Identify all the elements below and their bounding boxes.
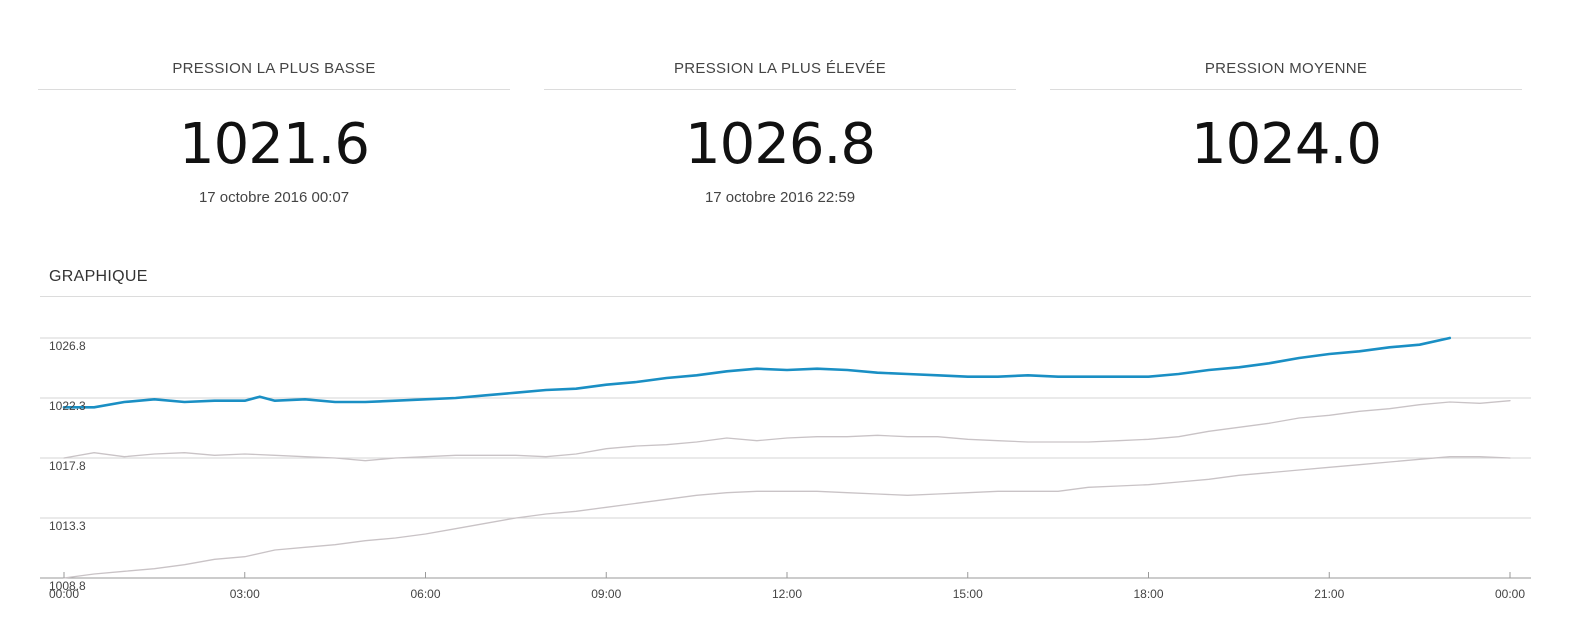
x-axis-labels: 00:00 03:00 06:00 09:00 12:00 15:00 18:00 21:00… xyxy=(49,572,1525,601)
stat-divider xyxy=(544,89,1016,90)
stat-title: PRESSION MOYENNE xyxy=(1204,60,1368,77)
stat-value: 1026.8 xyxy=(685,112,876,177)
section-title: GRAPHIQUE xyxy=(49,268,148,285)
x-tick-label: 00:00 xyxy=(1495,587,1525,601)
y-tick-label: 1026.8 xyxy=(49,339,86,353)
y-tick-label: 1017.8 xyxy=(49,459,86,473)
x-tick-label: 09:00 xyxy=(591,587,621,601)
y-tick-label: 1013.3 xyxy=(49,519,86,533)
pressure-chart: 1026.8 1022.3 1017.8 1013.3 1008.8 00:00 03:0… xyxy=(40,336,1531,601)
x-tick-label: 12:00 xyxy=(772,587,802,601)
stat-value: 1024.0 xyxy=(1191,112,1382,177)
x-tick-label: 15:00 xyxy=(953,587,983,601)
series-line-secondary xyxy=(63,400,1511,462)
y-tick-label: 1022.3 xyxy=(49,399,86,413)
x-tick-label: 00:00 xyxy=(49,587,79,601)
stat-divider xyxy=(38,89,510,90)
series-line-secondary xyxy=(63,456,1511,579)
y-tick-label: 1008.8 xyxy=(49,579,86,593)
section-divider xyxy=(40,296,1531,297)
series-lines xyxy=(62,336,1511,579)
stat-date: 17 octobre 2016 22:59 xyxy=(704,189,856,206)
stat-title: PRESSION LA PLUS ÉLEVÉE xyxy=(674,60,886,77)
stat-divider xyxy=(1050,89,1522,90)
stat-title: PRESSION LA PLUS BASSE xyxy=(172,60,376,77)
x-tick-label: 21:00 xyxy=(1314,587,1344,601)
x-tick-label: 06:00 xyxy=(410,587,440,601)
stat-date: 17 octobre 2016 00:07 xyxy=(198,189,350,206)
series-line-main xyxy=(62,336,1452,409)
x-tick-label: 03:00 xyxy=(230,587,260,601)
grid-lines xyxy=(40,337,1531,579)
stat-value: 1021.6 xyxy=(179,112,370,177)
y-axis-labels: 1026.8 1022.3 1017.8 1013.3 1008.8 xyxy=(49,339,86,593)
x-tick-label: 18:00 xyxy=(1133,587,1163,601)
